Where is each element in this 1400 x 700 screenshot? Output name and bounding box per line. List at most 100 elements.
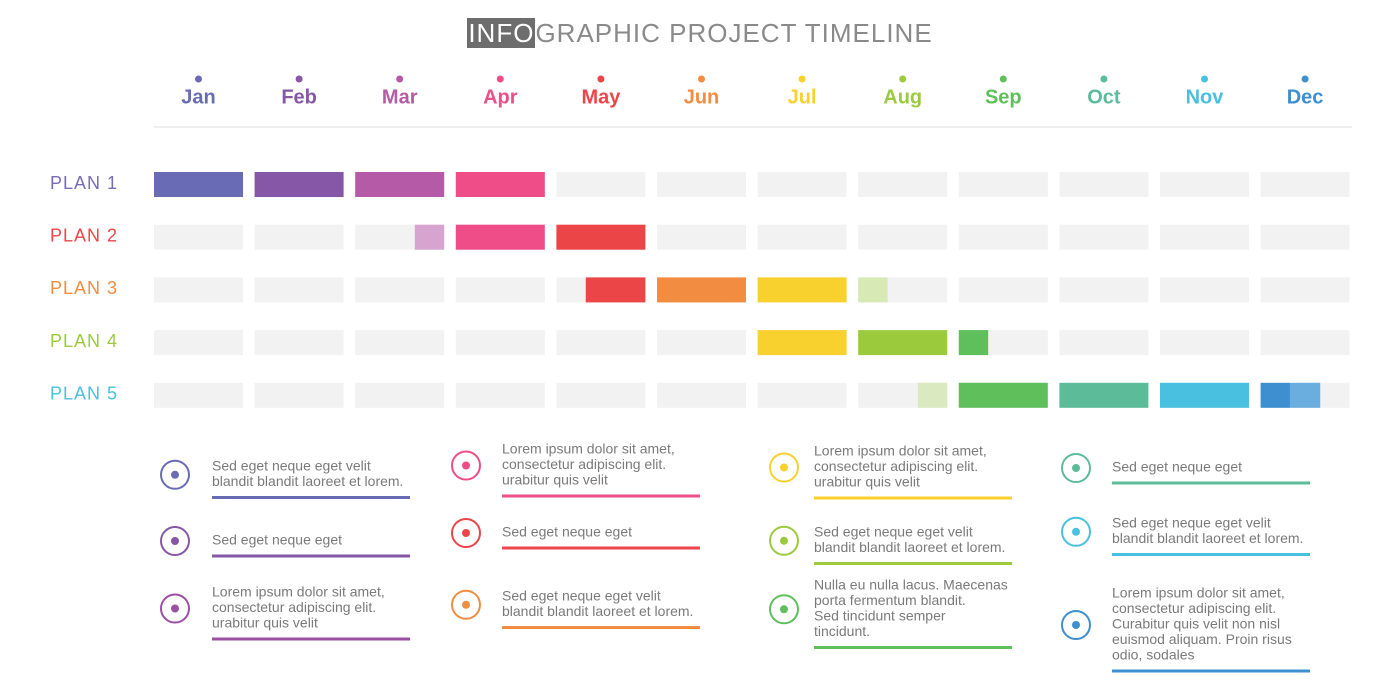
- month-label: Sep: [985, 86, 1022, 108]
- note-text: consectetur adipiscing elit.: [502, 456, 666, 472]
- plan-segment: [917, 382, 948, 408]
- note-text: Sed tincidunt semper: [814, 608, 946, 624]
- note-icon: [1061, 453, 1091, 483]
- empty-cell: [958, 224, 1048, 250]
- month-dot: [295, 75, 303, 83]
- note-text: blandit blandit laoreet et lorem.: [502, 603, 693, 619]
- note-text: tincidunt.: [814, 623, 870, 639]
- note-icon: [160, 526, 190, 556]
- empty-cell: [455, 330, 545, 356]
- empty-cell: [1160, 172, 1249, 197]
- empty-cell: [858, 172, 948, 197]
- title: INFOGRAPHIC PROJECT TIMELINE: [0, 18, 1400, 49]
- month-label: Jan: [181, 86, 215, 108]
- plan-segment: [858, 277, 888, 303]
- note-icon-dot: [1072, 527, 1080, 536]
- note-icon: [451, 589, 481, 620]
- note-text: consectetur adipiscing elit.: [814, 458, 978, 474]
- month-dot: [1301, 75, 1309, 83]
- empty-cell: [154, 330, 243, 356]
- note-icon-dot: [171, 604, 179, 613]
- empty-cell: [355, 382, 445, 408]
- plan-segment: [455, 172, 545, 197]
- note-icon: [1061, 610, 1091, 640]
- note-icon-dot: [462, 461, 470, 470]
- empty-cell: [1260, 277, 1350, 303]
- note-text: porta fermentum blandit.: [814, 592, 966, 608]
- plan-label: PLAN 2: [50, 225, 118, 245]
- empty-cell: [1059, 172, 1149, 197]
- plan-segment: [1289, 382, 1321, 408]
- month-dot: [1201, 75, 1208, 83]
- note-icon-dot: [462, 529, 470, 537]
- plan-segment: [355, 172, 445, 197]
- note-icon: [451, 518, 481, 548]
- empty-cell: [556, 330, 646, 356]
- month-label: Jul: [788, 86, 817, 108]
- empty-cell: [657, 172, 746, 197]
- empty-cell: [657, 382, 746, 408]
- empty-cell: [154, 382, 243, 408]
- month-dot: [999, 75, 1007, 83]
- note-text: Sed eget neque eget velit: [502, 588, 661, 604]
- note-icon-dot: [1072, 621, 1080, 629]
- empty-cell: [355, 277, 445, 303]
- empty-cell: [254, 330, 344, 356]
- plan-segment: [585, 277, 646, 303]
- empty-cell: [556, 382, 646, 408]
- empty-cell: [254, 224, 344, 250]
- month-dot: [597, 75, 605, 83]
- note-text: consectetur adipiscing elit.: [212, 599, 376, 615]
- plan-segment: [1260, 382, 1290, 408]
- empty-cell: [958, 277, 1048, 303]
- month-label: Jun: [684, 86, 720, 108]
- note-text: euismod aliquam. Proin risus: [1112, 631, 1292, 647]
- note-text: Nulla eu nulla lacus. Maecenas: [814, 577, 1008, 593]
- month-dot: [698, 75, 705, 83]
- empty-cell: [1059, 224, 1149, 250]
- plan-segment: [958, 330, 989, 356]
- empty-cell: [1059, 330, 1149, 356]
- plan-segment: [254, 172, 344, 197]
- note-text: blandit blandit laoreet et lorem.: [212, 473, 403, 489]
- plan-segment: [1059, 382, 1149, 408]
- empty-cell: [1260, 330, 1350, 356]
- note-icon: [769, 594, 799, 625]
- note-text: Lorem ipsum dolor sit amet,: [1112, 585, 1285, 601]
- note-text: Curabitur quis velit non nisl: [1112, 616, 1280, 632]
- note-icon: [1061, 516, 1091, 547]
- note-text: urabitur quis velit: [814, 474, 920, 490]
- plan-segment: [556, 224, 646, 250]
- plan-segment: [657, 277, 746, 303]
- empty-cell: [1160, 224, 1249, 250]
- note-text: Sed eget neque eget: [212, 532, 342, 548]
- month-dot: [396, 75, 404, 83]
- plan-segment: [455, 224, 545, 250]
- note-icon: [160, 459, 190, 490]
- empty-cell: [254, 382, 344, 408]
- title-rest: GRAPHIC PROJECT TIMELINE: [535, 18, 933, 48]
- month-label: Apr: [483, 86, 518, 108]
- empty-cell: [455, 277, 545, 303]
- empty-cell: [355, 330, 445, 356]
- empty-cell: [1260, 172, 1350, 197]
- month-dot: [899, 75, 907, 83]
- note-text: Sed eget neque eget velit: [1112, 515, 1271, 531]
- month-label: Mar: [382, 86, 418, 108]
- note-text: odio, sodales: [1112, 647, 1195, 663]
- month-label: Feb: [281, 86, 317, 108]
- title-highlight: INFO: [467, 18, 536, 48]
- month-dot: [1100, 75, 1108, 83]
- empty-cell: [254, 277, 344, 303]
- note-icon-dot: [462, 600, 470, 609]
- empty-cell: [657, 224, 746, 250]
- note-icon: [160, 593, 190, 624]
- note-icon-dot: [171, 537, 179, 545]
- note-icon-dot: [171, 470, 179, 479]
- note-text: Sed eget neque eget velit: [212, 458, 371, 474]
- plan-segment: [414, 224, 445, 250]
- empty-cell: [657, 330, 746, 356]
- note-text: urabitur quis velit: [502, 472, 608, 488]
